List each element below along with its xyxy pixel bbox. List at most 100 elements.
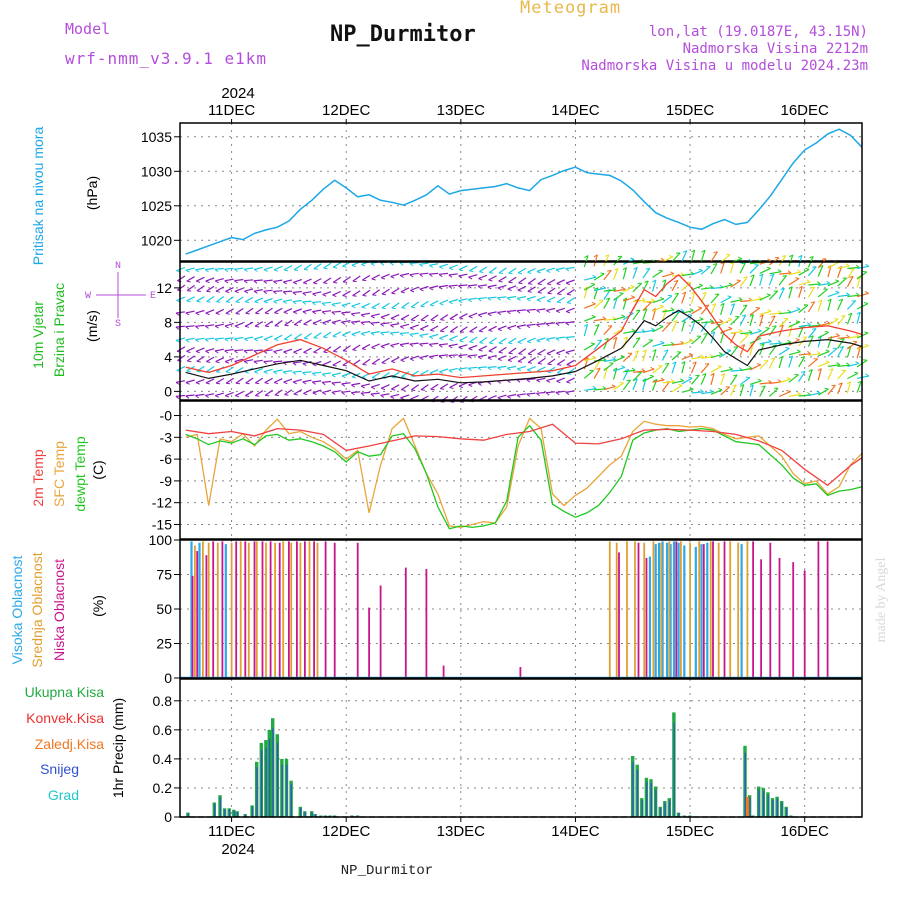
wind-barb bbox=[603, 297, 611, 309]
wind-barb bbox=[487, 311, 497, 315]
snow-bar bbox=[236, 811, 239, 817]
wind-barb bbox=[779, 341, 792, 346]
wind-barb-tip bbox=[391, 361, 396, 363]
wind-barb-tip bbox=[255, 395, 260, 397]
wind-barb-tip bbox=[351, 264, 356, 268]
wind-barb-tip bbox=[537, 283, 542, 286]
wind-barb-tip bbox=[592, 385, 597, 390]
wind-barb-tip bbox=[419, 357, 424, 361]
wind-barb-tip bbox=[740, 344, 745, 347]
wind-barb-tip bbox=[458, 385, 464, 389]
wind-barb-tip bbox=[302, 292, 307, 296]
wind-barb bbox=[846, 300, 857, 310]
watermark: made by Angel bbox=[874, 558, 889, 643]
wind-barb bbox=[429, 263, 439, 266]
wind-barb bbox=[603, 325, 613, 336]
wind-barb-tip bbox=[273, 281, 278, 285]
wind-barb bbox=[390, 331, 400, 334]
wind-barb-tip bbox=[650, 366, 655, 370]
wind-barb bbox=[671, 351, 682, 361]
wind-barb-tip bbox=[846, 292, 850, 296]
snow-bar bbox=[664, 802, 666, 817]
wind-barb-tip bbox=[719, 319, 724, 323]
wind-barb bbox=[739, 334, 749, 344]
wind-barb bbox=[497, 325, 507, 330]
top-date-label: 13DEC bbox=[437, 102, 486, 119]
wind-barb-tip bbox=[787, 309, 792, 313]
wind-barb bbox=[729, 261, 735, 274]
wind-barb-tip bbox=[283, 311, 288, 315]
wind-barb-tip bbox=[626, 379, 631, 382]
wind-barb-tip bbox=[253, 269, 258, 272]
bottom-date-label: 16DEC bbox=[781, 823, 830, 840]
wind-barb bbox=[214, 267, 224, 270]
wind-barb-tip bbox=[294, 338, 299, 340]
wind-barb-tip bbox=[255, 312, 260, 315]
wind-barb-tip bbox=[590, 342, 595, 345]
wind-barb bbox=[323, 346, 332, 353]
wind-barb bbox=[419, 342, 429, 345]
wind-barb-tip bbox=[710, 372, 715, 376]
wind-barb-tip bbox=[439, 303, 444, 306]
wind-barb-tip bbox=[380, 316, 385, 320]
snow-bar bbox=[673, 722, 675, 817]
wind-barb bbox=[730, 346, 739, 357]
y-tick-label: -12 bbox=[152, 495, 172, 511]
wind-barb bbox=[331, 372, 341, 376]
wind-barb bbox=[401, 371, 410, 378]
wind-barb-tip bbox=[419, 288, 424, 292]
wind-barb bbox=[593, 324, 600, 336]
snow-bar bbox=[286, 764, 288, 817]
wind-barb bbox=[847, 341, 858, 350]
compass-west: W bbox=[85, 291, 91, 302]
wind-barb-tip bbox=[766, 266, 771, 269]
wind-barb bbox=[517, 337, 527, 343]
wind-barb-tip bbox=[321, 373, 326, 377]
wind-barb-tip bbox=[487, 297, 492, 301]
wind-barb bbox=[537, 278, 546, 285]
wind-barb-tip bbox=[361, 348, 367, 351]
wind-barb-tip bbox=[477, 285, 482, 289]
wind-barb-tip bbox=[772, 344, 777, 347]
wind-barb bbox=[323, 331, 332, 338]
wind-barb-tip bbox=[489, 342, 494, 345]
compass-rose: N E S W bbox=[85, 261, 156, 330]
wind-barb-tip bbox=[263, 269, 268, 272]
wind-barb bbox=[710, 251, 718, 263]
wind-barb-tip bbox=[264, 338, 269, 342]
wind-barb-tip bbox=[583, 286, 588, 290]
wind-barb bbox=[225, 308, 234, 314]
wind-barb-tip bbox=[805, 267, 810, 270]
wind-barb bbox=[322, 380, 332, 383]
wind-barb bbox=[517, 285, 527, 291]
wind-barb-tip bbox=[351, 384, 355, 388]
wind-barb bbox=[293, 278, 302, 283]
wind-barb-tip bbox=[185, 395, 190, 399]
wind-barb-tip bbox=[584, 357, 589, 361]
wind-barb bbox=[293, 319, 303, 326]
wind-barb-tip bbox=[834, 318, 839, 320]
wind-barb-tip bbox=[370, 322, 375, 326]
wind-barb bbox=[642, 368, 655, 374]
wind-barb bbox=[527, 357, 536, 364]
wind-barb bbox=[547, 358, 556, 365]
wind-barb-tip bbox=[224, 268, 229, 273]
wind-barb bbox=[186, 296, 195, 302]
wind-barb-tip bbox=[479, 342, 484, 344]
wind-barb-tip bbox=[380, 262, 385, 266]
wind-barb bbox=[546, 337, 556, 340]
wind-barb-tip bbox=[507, 367, 511, 371]
wind-barb bbox=[215, 392, 224, 397]
wind-barb-tip bbox=[214, 280, 219, 284]
snow-bar bbox=[785, 807, 788, 817]
wind-barb bbox=[205, 348, 215, 352]
wind-barb bbox=[798, 255, 803, 267]
wind-barb bbox=[817, 335, 822, 348]
wind-barb-tip bbox=[750, 274, 755, 278]
wind-barb-tip bbox=[612, 316, 617, 320]
wind-barb-tip bbox=[245, 395, 250, 397]
wind-barb-tip bbox=[458, 285, 462, 289]
wind-barb-tip bbox=[528, 362, 533, 364]
wind-barb bbox=[186, 276, 195, 282]
